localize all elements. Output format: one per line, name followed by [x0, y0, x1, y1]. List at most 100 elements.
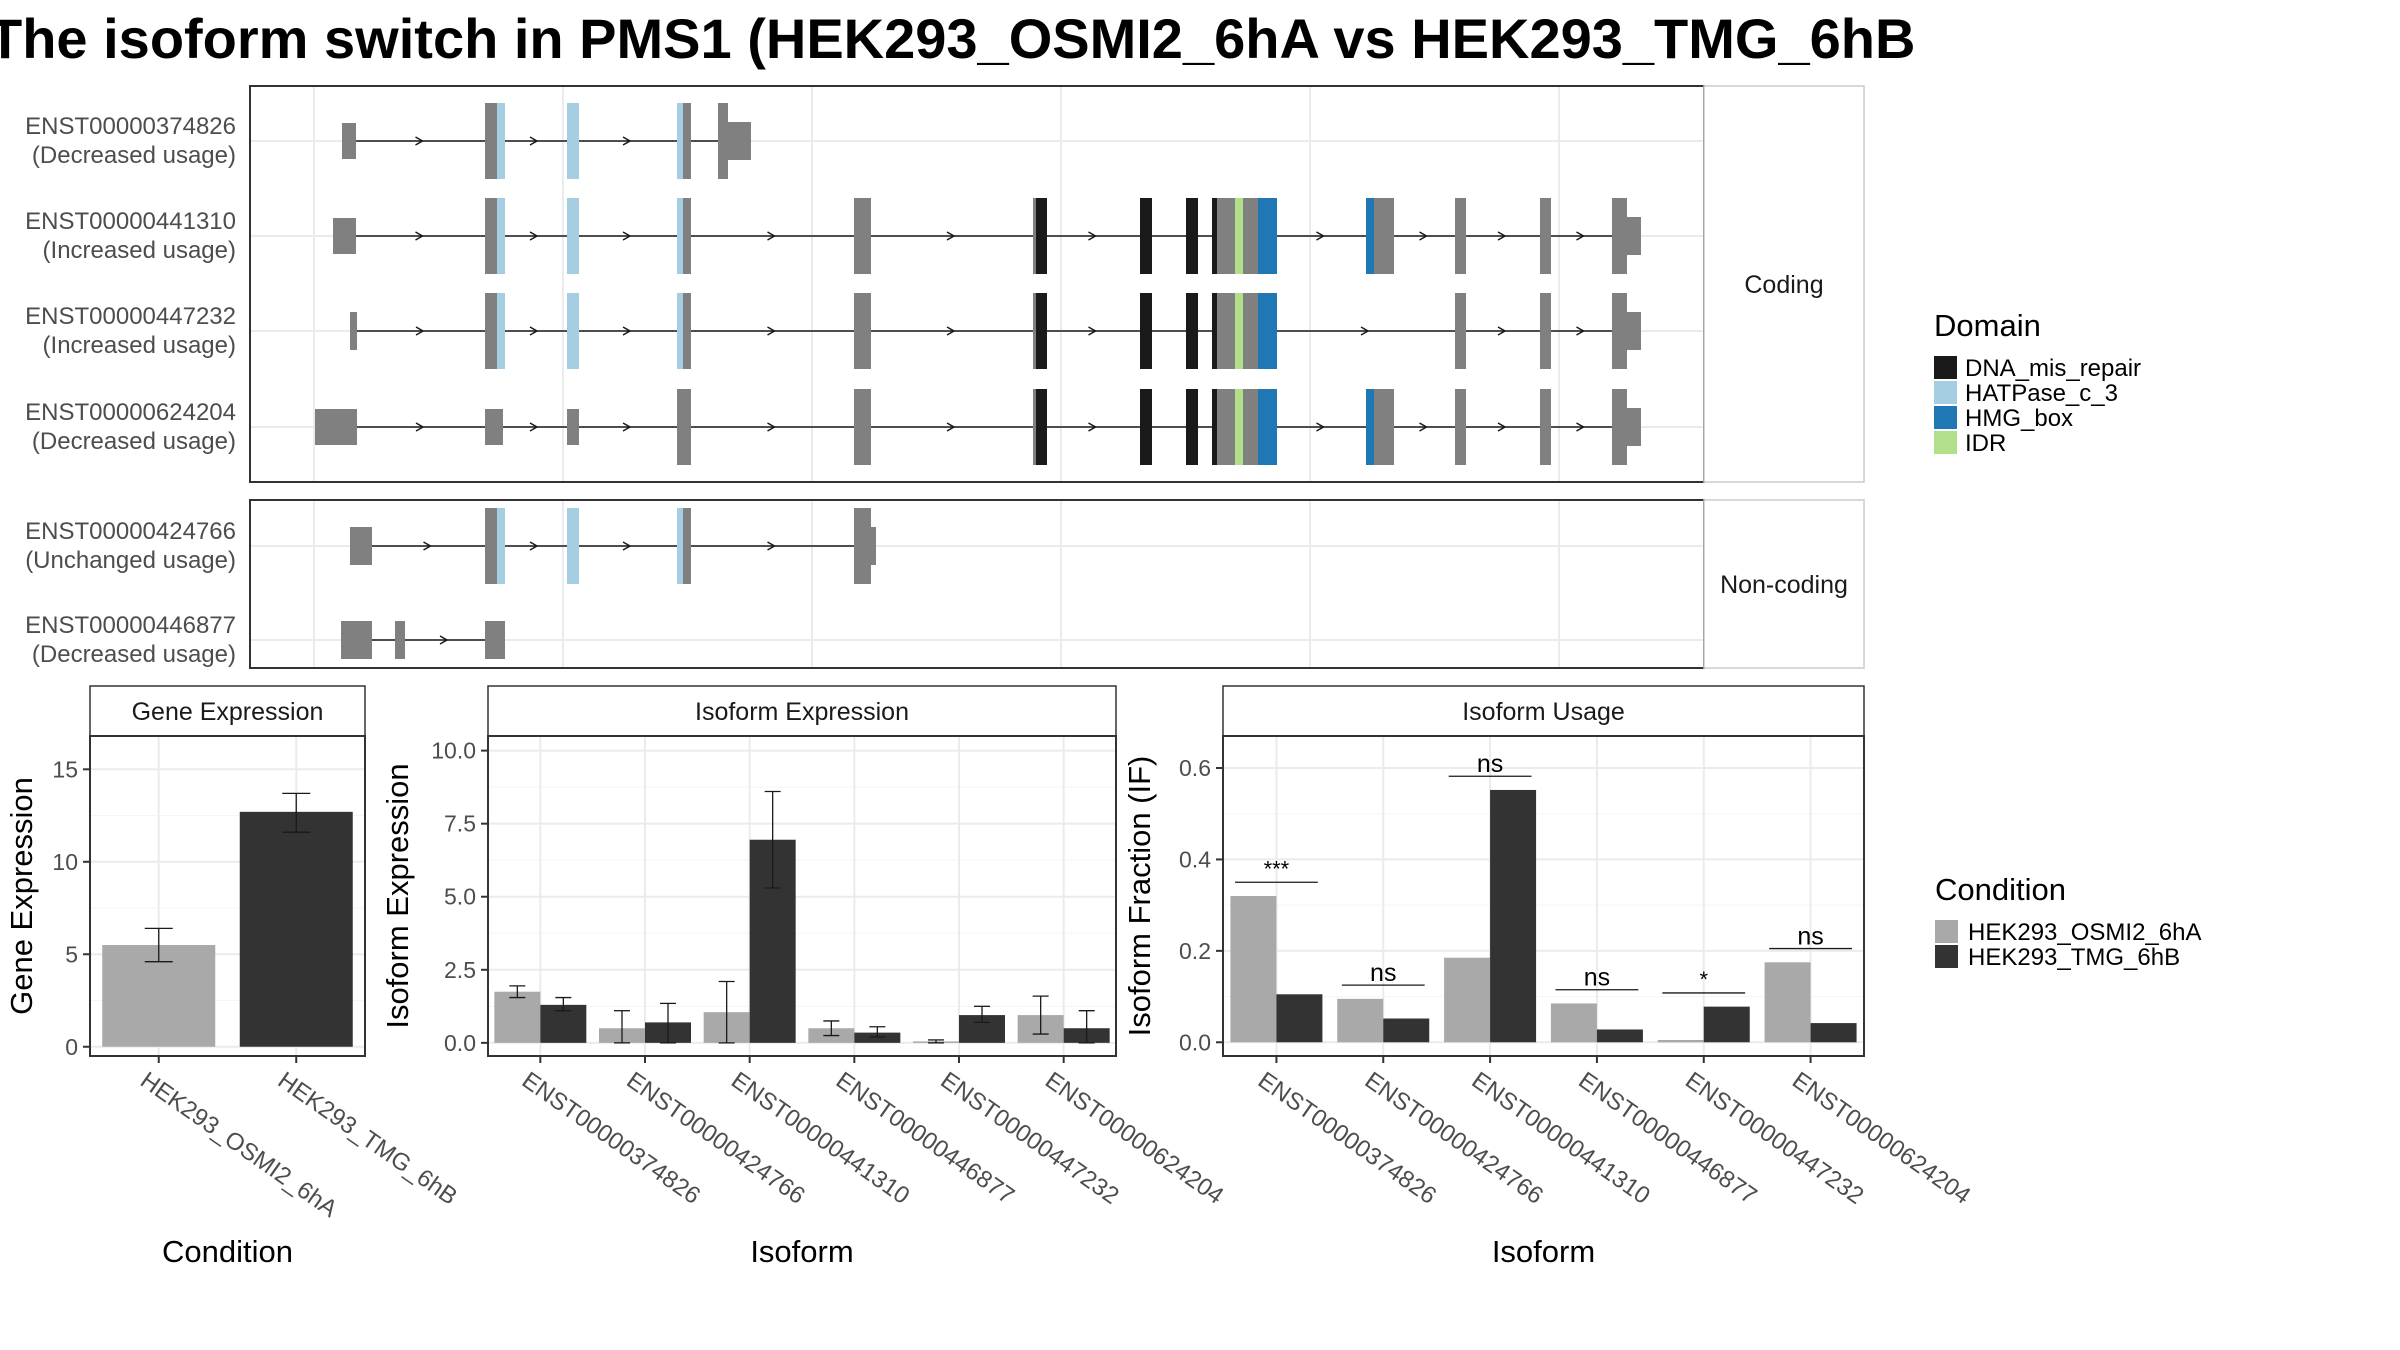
direction-arrow	[415, 231, 425, 241]
structure-facet: Non-coding ENST00000424766(Unchanged usag…	[25, 499, 1865, 669]
domain-block	[567, 198, 579, 274]
domain-block	[1212, 389, 1217, 465]
exon	[854, 389, 871, 465]
exon	[854, 198, 871, 274]
direction-arrow	[529, 231, 539, 241]
domain-block	[1140, 293, 1152, 369]
exon	[395, 621, 405, 659]
panel-title: Gene Expression	[132, 698, 324, 726]
y-tick-label: 0	[65, 1034, 78, 1060]
direction-arrow	[439, 635, 449, 645]
x-tick-label: ENST00000374826	[517, 1067, 705, 1210]
y-tick-label: 0.2	[1179, 938, 1211, 964]
significance-label: *	[1699, 967, 1708, 992]
bar	[1337, 998, 1384, 1043]
legend-key	[1934, 431, 1957, 454]
isoform-label: ENST00000446877	[25, 612, 236, 639]
bar	[854, 1032, 901, 1043]
domain-block	[1258, 293, 1277, 369]
direction-arrow	[1576, 231, 1586, 241]
significance-label: ns	[1797, 923, 1823, 951]
exon	[1614, 312, 1641, 350]
exon	[1455, 198, 1466, 274]
direction-arrow	[529, 422, 539, 432]
domain-block	[1366, 198, 1374, 274]
direction-arrow	[1419, 231, 1429, 241]
exon	[1614, 408, 1641, 446]
x-axis-title: Isoform	[1492, 1234, 1595, 1269]
exon	[1540, 198, 1551, 274]
domain-block	[1366, 389, 1374, 465]
direction-arrow	[415, 136, 425, 146]
domain-block	[1186, 293, 1198, 369]
x-tick-label: ENST00000446877	[1573, 1067, 1761, 1210]
x-tick-label: ENST00000441310	[726, 1067, 914, 1210]
bar	[1230, 896, 1277, 1043]
significance-label: ns	[1477, 750, 1503, 778]
y-tick-label: 0.6	[1179, 755, 1211, 781]
bar	[1490, 789, 1537, 1043]
legend-label: HMG_box	[1965, 405, 2073, 432]
exon	[1455, 389, 1466, 465]
direction-arrow	[622, 231, 632, 241]
direction-arrow	[946, 326, 956, 336]
legend-key	[1934, 381, 1957, 404]
direction-arrow	[1576, 326, 1586, 336]
domain-block	[1258, 198, 1277, 274]
y-tick-label: 5.0	[444, 884, 476, 910]
direction-arrow	[946, 231, 956, 241]
domain-block	[1186, 389, 1198, 465]
domain-block	[497, 198, 505, 274]
exon	[350, 527, 372, 565]
legend-label: HEK293_OSMI2_6hA	[1968, 919, 2201, 946]
domain-block	[1036, 198, 1047, 274]
y-tick-label: 5	[65, 941, 78, 967]
panel-border	[89, 735, 366, 1057]
domain-block	[1036, 293, 1047, 369]
plot-title: The isoform switch in PMS1 (HEK293_OSMI2…	[0, 7, 1916, 70]
direction-arrow	[946, 422, 956, 432]
direction-arrow	[415, 422, 425, 432]
domain-block	[497, 508, 505, 584]
domain-block	[1212, 198, 1217, 274]
y-axis-title: Isoform Fraction (IF)	[1122, 756, 1157, 1037]
x-tick-label: ENST00000447232	[936, 1067, 1124, 1210]
domain-block	[497, 293, 505, 369]
legend-key	[1935, 945, 1958, 968]
x-tick-label: ENST00000624204	[1040, 1067, 1228, 1210]
panel-title: Isoform Usage	[1462, 698, 1625, 726]
direction-arrow	[1497, 326, 1507, 336]
y-tick-label: 7.5	[444, 811, 476, 837]
isoform-expression-panel: Isoform Expression 0.0 2.5 5.0 7.5 10.0 ENST00…	[380, 685, 1228, 1269]
x-tick-label: ENST00000446877	[831, 1067, 1019, 1210]
direction-arrow	[622, 541, 632, 551]
bar	[1657, 1040, 1704, 1043]
y-tick-label: 10.0	[431, 738, 476, 764]
x-tick-label: ENST00000424766	[622, 1067, 810, 1210]
direction-arrow	[767, 541, 777, 551]
exon	[315, 409, 357, 445]
x-axis-title: Condition	[162, 1234, 293, 1269]
domain-block	[1258, 389, 1277, 465]
domain-block	[1140, 389, 1152, 465]
y-tick-label: 0.0	[444, 1030, 476, 1056]
facet-strip	[1703, 499, 1865, 669]
significance-label: ns	[1370, 959, 1396, 987]
panel-border	[249, 85, 1705, 483]
exon	[1455, 293, 1466, 369]
x-tick-label: ENST00000624204	[1787, 1067, 1975, 1210]
exon	[720, 122, 751, 160]
domain-block	[677, 293, 683, 369]
direction-arrow	[622, 136, 632, 146]
direction-arrow	[1497, 231, 1507, 241]
x-axis-title: Isoform	[750, 1234, 853, 1269]
transcript-model	[342, 103, 751, 179]
legend-label: DNA_mis_repair	[1965, 355, 2141, 382]
legend-label: IDR	[1965, 430, 2006, 457]
facet-strip	[1703, 85, 1865, 483]
exon	[1540, 389, 1551, 465]
direction-arrow	[423, 541, 433, 551]
direction-arrow	[622, 422, 632, 432]
transcript-model	[315, 389, 1641, 465]
bar	[1276, 994, 1323, 1043]
